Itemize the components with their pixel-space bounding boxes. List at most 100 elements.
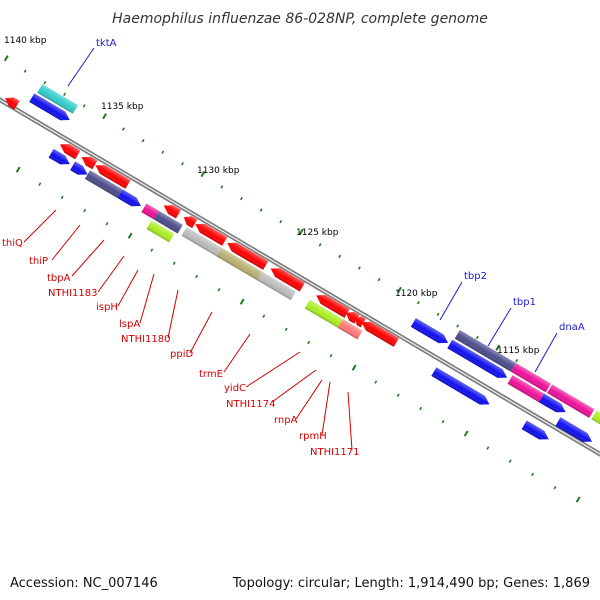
scale-tick	[102, 113, 107, 120]
scale-ticks	[3, 55, 581, 503]
scale-label-1130: 1130 kbp	[197, 166, 240, 176]
scale-tick	[181, 162, 184, 166]
scale-tick	[357, 266, 361, 270]
gene-tbp2-slate	[454, 330, 517, 372]
scale-tick	[486, 446, 490, 450]
scale-tick	[262, 314, 266, 318]
scale-tick	[436, 312, 440, 317]
scale-tick	[419, 406, 423, 411]
gene-label-ispH: ispH	[96, 302, 118, 313]
gene-label-tbp1: tbp1	[513, 297, 536, 308]
scale-tick	[82, 104, 86, 108]
gene-block-blue-d	[431, 367, 490, 405]
gene-label-tbp2: tbp2	[464, 271, 487, 282]
scale-tick	[351, 364, 357, 371]
scale-label-1120: 1120 kbp	[395, 289, 438, 299]
scale-tick	[374, 380, 378, 384]
scale-tick	[220, 185, 224, 189]
scale-tick	[15, 166, 21, 173]
gene-label-thiP: thiP	[29, 256, 48, 267]
gene-label-thiQ: thiQ	[2, 238, 23, 249]
leader-line-red	[71, 239, 105, 277]
gene-block-blue-b	[70, 161, 88, 175]
scale-tick	[508, 459, 512, 463]
scale-tick	[172, 261, 176, 266]
gene-label-ppiD: ppiD	[170, 349, 193, 360]
gene-olive-edge	[591, 410, 600, 429]
scale-label-1125: 1125 kbp	[296, 228, 339, 238]
leader-line-red	[51, 224, 81, 261]
gene-block-lime-a	[146, 220, 175, 243]
leader-line-red	[97, 255, 125, 293]
gene-tbp1	[447, 339, 508, 378]
gene-label-NTHI1180: NTHI1180	[121, 334, 171, 345]
scale-tick	[43, 81, 47, 85]
scale-tick	[105, 222, 109, 226]
scale-tick	[575, 496, 581, 503]
gene-tbp2	[410, 318, 449, 344]
gene-block-magenta-a	[141, 203, 160, 220]
gene-label-rpmH: rpmH	[299, 431, 327, 442]
leader-line-red	[167, 289, 179, 339]
leader-line-red	[117, 269, 139, 307]
leader-line-blue	[534, 332, 558, 373]
scale-tick	[396, 393, 400, 397]
genome-backbone	[0, 97, 600, 457]
gene-tktA-block	[37, 84, 78, 114]
leader-line-blue	[439, 281, 463, 321]
gene-block-silver-a	[181, 227, 225, 259]
scale-tick	[329, 354, 333, 358]
gene-label-lspA: lspA	[119, 319, 140, 330]
label-leaders	[23, 47, 558, 451]
gene-red-0	[59, 144, 81, 160]
scale-tick	[456, 324, 460, 328]
gene-red-7	[270, 268, 305, 292]
scale-label-1140: 1140 kbp	[4, 36, 47, 46]
scale-tick	[259, 208, 263, 212]
scale-tick	[240, 196, 243, 201]
scale-tick	[318, 243, 322, 247]
leader-line-red	[347, 391, 353, 451]
gene-block-blue-a	[48, 148, 70, 165]
gene-block-blue-e	[521, 420, 549, 440]
scale-label-1135: 1135 kbp	[101, 102, 144, 112]
scale-tick	[23, 69, 27, 73]
leader-line-red	[295, 379, 323, 420]
scale-tick	[515, 358, 519, 363]
gene-block-blue-c	[117, 189, 141, 207]
gene-block-pink	[337, 319, 363, 340]
gene-label-tktA: tktA	[96, 38, 117, 49]
scale-tick	[553, 485, 557, 490]
gene-features	[5, 84, 600, 442]
gene-red-10	[355, 316, 366, 328]
scale-tick	[150, 248, 154, 252]
gene-red-5	[195, 223, 228, 246]
scale-tick	[38, 182, 42, 186]
scale-tick	[195, 274, 199, 279]
scale-tick	[397, 286, 402, 293]
gene-block-blue-upper	[29, 93, 70, 121]
scale-tick	[3, 55, 9, 62]
scale-tick	[141, 138, 145, 143]
scale-tick	[284, 327, 288, 332]
scale-tick	[127, 232, 133, 239]
gene-red-6	[227, 242, 269, 270]
scale-tick	[83, 208, 87, 213]
gene-red-11	[361, 321, 399, 347]
scale-tick	[416, 301, 420, 305]
scale-tick	[338, 254, 342, 259]
gene-label-yidC: yidC	[224, 383, 246, 394]
scale-tick	[307, 340, 311, 345]
scale-tick	[122, 127, 125, 131]
scale-tick	[298, 228, 304, 236]
leader-line-red	[23, 209, 57, 243]
gene-block-slate-a	[84, 170, 123, 198]
gene-label-tbpA: tbpA	[47, 273, 71, 284]
scale-tick	[60, 195, 64, 200]
scale-tick	[239, 298, 245, 305]
scale-tick	[463, 430, 469, 437]
leader-line-blue	[487, 307, 512, 347]
scale-label-1115: 1115 kbp	[497, 346, 540, 356]
gene-label-trmE: trmE	[199, 369, 223, 380]
